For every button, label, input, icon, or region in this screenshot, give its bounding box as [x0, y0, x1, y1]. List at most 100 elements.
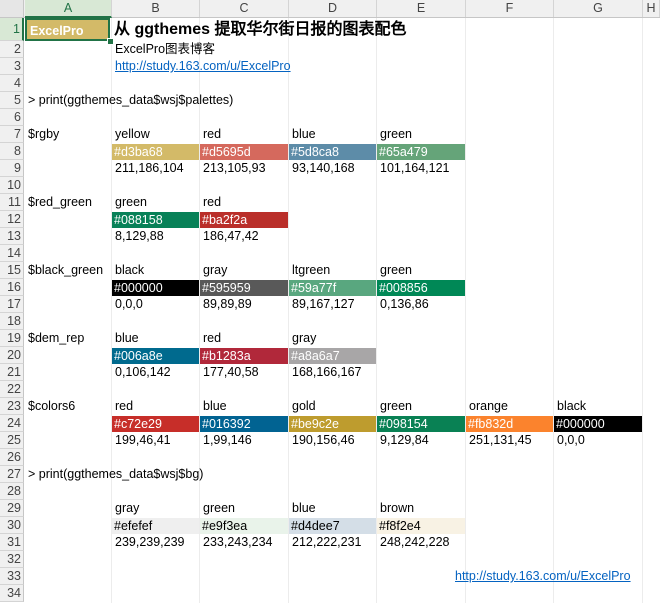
rgb-value: 0,0,0 — [557, 433, 585, 447]
color-label: black — [115, 263, 145, 277]
row-header-1[interactable]: 1 — [0, 18, 24, 41]
row-header-25[interactable]: 25 — [0, 432, 24, 449]
gridline-3 — [288, 18, 289, 603]
bg-swatch: #e9f3ea — [200, 518, 288, 534]
command-bg: > print(ggthemes_data$wsj$bg) — [28, 467, 204, 481]
row-header-7[interactable]: 7 — [0, 126, 24, 143]
rgb-value: 211,186,104 — [115, 161, 184, 175]
color-label: ltgreen — [292, 263, 331, 277]
rgb-value: 177,40,58 — [203, 365, 259, 379]
row-header-20[interactable]: 20 — [0, 347, 24, 364]
row-header-31[interactable]: 31 — [0, 534, 24, 551]
color-swatch: #c72e29 — [112, 416, 199, 432]
row-header-32[interactable]: 32 — [0, 551, 24, 568]
rgb-value: 212,222,231 — [292, 535, 362, 549]
color-swatch: #d5695d — [200, 144, 288, 160]
color-label: red — [115, 399, 134, 413]
row-header-5[interactable]: 5 — [0, 92, 24, 109]
color-label: green — [380, 399, 412, 413]
row-header-11[interactable]: 11 — [0, 194, 24, 211]
row-header-6[interactable]: 6 — [0, 109, 24, 126]
bg-swatch: #f8f2e4 — [377, 518, 465, 534]
bg-label: gray — [115, 501, 140, 515]
top-link[interactable]: http://study.163.com/u/ExcelPro — [115, 59, 291, 73]
column-header-d[interactable]: D — [289, 0, 377, 17]
row-header-16[interactable]: 16 — [0, 279, 24, 296]
palette-name: $colors6 — [28, 399, 76, 413]
bg-label: blue — [292, 501, 316, 515]
rgb-value: 239,239,239 — [115, 535, 185, 549]
bg-label: brown — [380, 501, 415, 515]
gridline-2 — [199, 18, 200, 603]
color-label: black — [557, 399, 587, 413]
row-header-8[interactable]: 8 — [0, 143, 24, 160]
column-header-b[interactable]: B — [112, 0, 200, 17]
color-swatch: #ba2f2a — [200, 212, 288, 228]
row-header-15[interactable]: 15 — [0, 262, 24, 279]
color-label: green — [380, 263, 412, 277]
color-label: blue — [292, 127, 316, 141]
row-header-17[interactable]: 17 — [0, 296, 24, 313]
rgb-value: 199,46,41 — [115, 433, 171, 447]
row-header-18[interactable]: 18 — [0, 313, 24, 330]
color-label: gray — [292, 331, 317, 345]
selected-cell-a1[interactable]: ExcelPro — [25, 18, 110, 41]
color-swatch: #088158 — [112, 212, 199, 228]
rgb-value: 190,156,46 — [292, 433, 355, 447]
row-header-9[interactable]: 9 — [0, 160, 24, 177]
column-header-g[interactable]: G — [554, 0, 643, 17]
row-header-2[interactable]: 2 — [0, 41, 24, 58]
color-swatch: #008856 — [377, 280, 465, 296]
row-header-27[interactable]: 27 — [0, 466, 24, 483]
rgb-value: 251,131,45 — [469, 433, 532, 447]
color-label: yellow — [115, 127, 150, 141]
bottom-link[interactable]: http://study.163.com/u/ExcelPro — [455, 569, 631, 583]
row-header-4[interactable]: 4 — [0, 75, 24, 92]
row-header-19[interactable]: 19 — [0, 330, 24, 347]
row-header-23[interactable]: 23 — [0, 398, 24, 415]
row-header-22[interactable]: 22 — [0, 381, 24, 398]
row-header-10[interactable]: 10 — [0, 177, 24, 194]
row-header-34[interactable]: 34 — [0, 585, 24, 602]
column-header-a[interactable]: A — [25, 0, 112, 18]
color-swatch: #006a8e — [112, 348, 199, 364]
rgb-value: 0,106,142 — [115, 365, 171, 379]
row-header-28[interactable]: 28 — [0, 483, 24, 500]
palette-name: $dem_rep — [28, 331, 85, 345]
row-header-3[interactable]: 3 — [0, 58, 24, 75]
gridline-7 — [642, 18, 643, 603]
gridline-6 — [553, 18, 554, 603]
row-header-26[interactable]: 26 — [0, 449, 24, 466]
rgb-value: 9,129,84 — [380, 433, 429, 447]
row-header-14[interactable]: 14 — [0, 245, 24, 262]
row-header-30[interactable]: 30 — [0, 517, 24, 534]
color-swatch: #be9c2e — [289, 416, 376, 432]
rgb-value: 186,47,42 — [203, 229, 259, 243]
column-header-f[interactable]: F — [466, 0, 554, 17]
color-label: green — [380, 127, 412, 141]
row-header-12[interactable]: 12 — [0, 211, 24, 228]
bg-label: green — [203, 501, 235, 515]
color-label: red — [203, 195, 222, 209]
rgb-value: 168,166,167 — [292, 365, 362, 379]
row-header-21[interactable]: 21 — [0, 364, 24, 381]
row-header-24[interactable]: 24 — [0, 415, 24, 432]
color-swatch: #b1283a — [200, 348, 288, 364]
fill-handle[interactable] — [107, 38, 114, 45]
column-header-e[interactable]: E — [377, 0, 466, 17]
gridline-1 — [111, 18, 112, 603]
column-header-c[interactable]: C — [200, 0, 289, 17]
row-header-29[interactable]: 29 — [0, 500, 24, 517]
row-header-33[interactable]: 33 — [0, 568, 24, 585]
column-header-h[interactable]: H — [643, 0, 660, 17]
row-header-13[interactable]: 13 — [0, 228, 24, 245]
palette-name: $black_green — [28, 263, 104, 277]
color-swatch: #59a77f — [289, 280, 376, 296]
color-label: red — [203, 127, 222, 141]
rgb-value: 248,242,228 — [380, 535, 450, 549]
color-swatch: #000000 — [112, 280, 199, 296]
column-header-row — [0, 0, 660, 18]
rgb-value: 0,0,0 — [115, 297, 143, 311]
select-all-corner[interactable] — [0, 0, 24, 17]
